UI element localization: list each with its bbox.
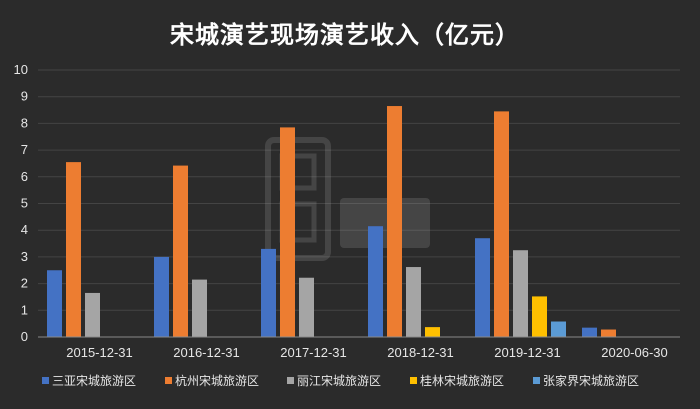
bar <box>280 127 295 337</box>
bar <box>532 296 547 337</box>
legend-item: 张家界宋城旅游区 <box>533 373 639 388</box>
x-tick-label: 2018-12-31 <box>387 345 454 360</box>
y-tick-label: 2 <box>21 276 28 291</box>
bar <box>66 162 81 337</box>
x-tick-label: 2015-12-31 <box>66 345 133 360</box>
x-tick-label: 2017-12-31 <box>280 345 347 360</box>
bar <box>551 321 566 337</box>
bar <box>494 111 509 337</box>
bar <box>154 256 169 337</box>
x-tick-label: 2016-12-31 <box>173 345 240 360</box>
bar <box>47 270 62 337</box>
bar <box>368 226 383 337</box>
bar <box>406 267 421 337</box>
bar <box>425 327 440 337</box>
y-tick-label: 4 <box>21 222 28 237</box>
legend-swatch <box>42 377 49 384</box>
y-tick-label: 8 <box>21 115 28 130</box>
legend-label: 杭州宋城旅游区 <box>175 373 259 388</box>
bar <box>582 327 597 337</box>
y-axis-ticks: 0 1 2 3 4 5 6 7 8 9 10 <box>14 62 28 344</box>
bar <box>85 292 100 337</box>
y-tick-label: 1 <box>21 302 28 317</box>
legend-item: 三亚宋城旅游区 <box>42 373 136 388</box>
x-axis-ticks: 2015-12-31 2016-12-31 2017-12-31 2018-12-31… <box>66 345 668 360</box>
legend-swatch <box>165 377 172 384</box>
bar <box>387 106 402 337</box>
y-tick-label: 6 <box>21 169 28 184</box>
bar <box>299 277 314 337</box>
legend-label: 丽江宋城旅游区 <box>297 373 381 388</box>
legend-item: 杭州宋城旅游区 <box>165 373 259 388</box>
bar <box>601 329 616 337</box>
y-tick-label: 7 <box>21 142 28 157</box>
gridlines <box>38 69 680 311</box>
legend-item: 桂林宋城旅游区 <box>410 373 504 388</box>
x-tick-label: 2019-12-31 <box>494 345 561 360</box>
bar <box>261 248 276 337</box>
bar <box>475 238 490 337</box>
legend: 三亚宋城旅游区 杭州宋城旅游区 丽江宋城旅游区 桂林宋城旅游区 张家界宋城旅游区 <box>42 373 639 388</box>
legend-label: 三亚宋城旅游区 <box>52 373 136 388</box>
bar <box>192 279 207 337</box>
bar <box>173 165 188 337</box>
legend-swatch <box>410 377 417 384</box>
bar <box>513 250 528 337</box>
y-tick-label: 9 <box>21 89 28 104</box>
legend-swatch <box>533 377 540 384</box>
legend-swatch <box>287 377 294 384</box>
x-tick-label: 2020-06-30 <box>601 345 668 360</box>
y-tick-label: 0 <box>21 329 28 344</box>
legend-label: 桂林宋城旅游区 <box>420 373 504 388</box>
y-tick-label: 5 <box>21 196 28 211</box>
legend-item: 丽江宋城旅游区 <box>287 373 381 388</box>
y-tick-label: 3 <box>21 249 28 264</box>
legend-label: 张家界宋城旅游区 <box>543 373 639 388</box>
bars <box>47 106 616 337</box>
y-tick-label: 10 <box>14 62 28 77</box>
chart-title: 宋城演艺现场演艺收入（亿元） <box>170 21 520 49</box>
